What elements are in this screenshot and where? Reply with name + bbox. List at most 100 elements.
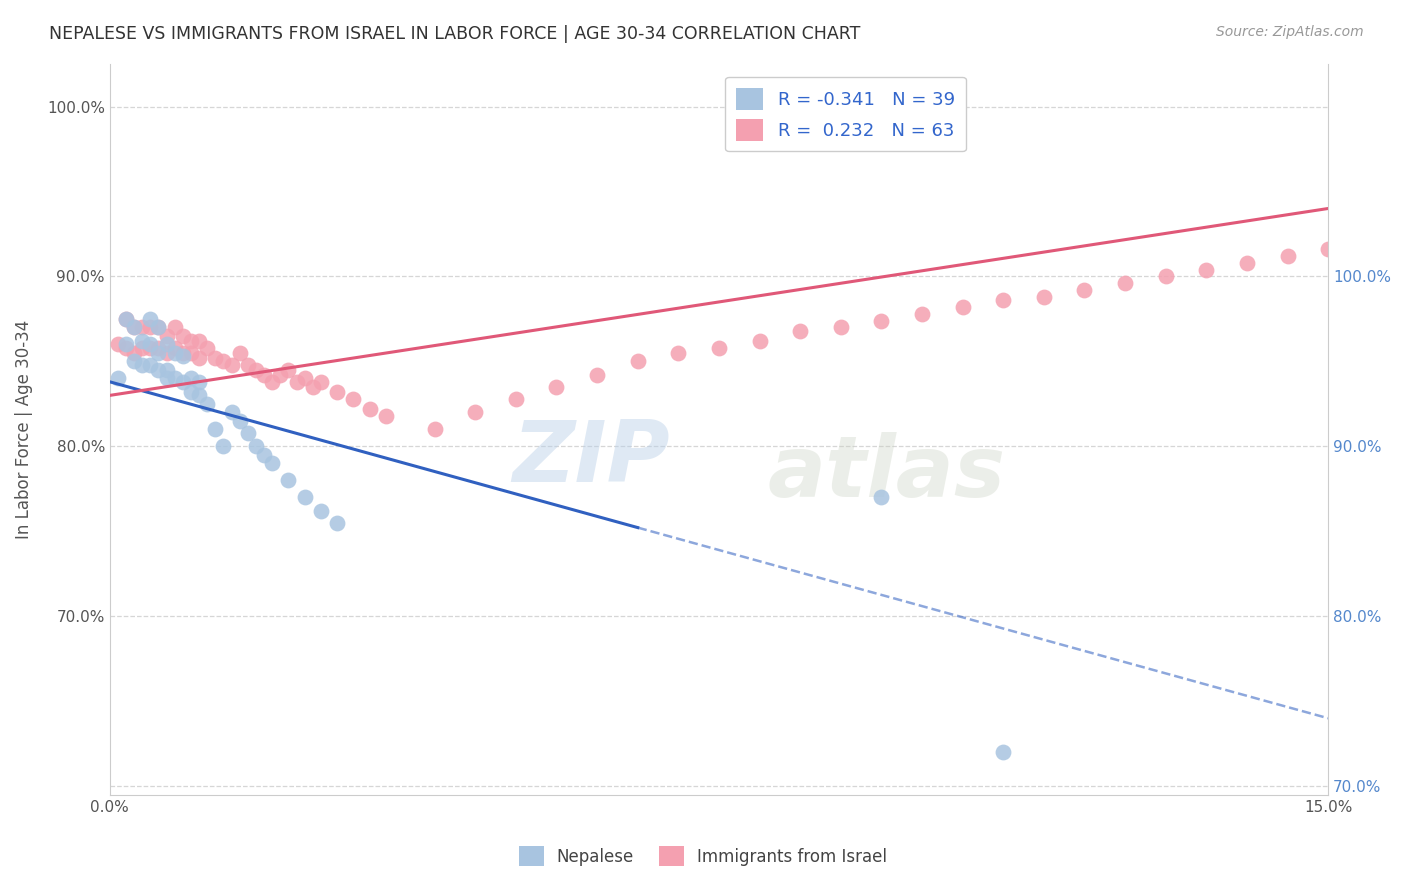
Point	[188, 351, 211, 365]
Point	[180, 371, 202, 385]
Point	[148, 341, 170, 355]
Point	[911, 307, 934, 321]
Point	[180, 346, 202, 360]
Point	[131, 320, 153, 334]
Point	[212, 439, 235, 453]
Point	[269, 368, 291, 382]
Point	[262, 456, 284, 470]
Point	[148, 320, 170, 334]
Point	[236, 358, 259, 372]
Point	[131, 341, 153, 355]
Point	[155, 363, 177, 377]
Point	[139, 358, 162, 372]
Text: atlas: atlas	[768, 432, 1005, 515]
Point	[122, 320, 145, 334]
Point	[131, 358, 153, 372]
Point	[155, 329, 177, 343]
Point	[505, 392, 527, 406]
Point	[1195, 262, 1218, 277]
Point	[359, 402, 381, 417]
Y-axis label: In Labor Force | Age 30-34: In Labor Force | Age 30-34	[15, 319, 32, 539]
Point	[148, 346, 170, 360]
Point	[285, 375, 308, 389]
Point	[993, 293, 1015, 308]
Point	[188, 375, 211, 389]
Point	[172, 346, 194, 360]
Point	[748, 334, 770, 348]
Point	[374, 409, 396, 423]
Point	[221, 405, 243, 419]
Point	[115, 312, 138, 326]
Point	[952, 300, 974, 314]
Point	[180, 334, 202, 348]
Text: NEPALESE VS IMMIGRANTS FROM ISRAEL IN LABOR FORCE | AGE 30-34 CORRELATION CHART: NEPALESE VS IMMIGRANTS FROM ISRAEL IN LA…	[49, 25, 860, 43]
Point	[204, 422, 226, 436]
Point	[172, 329, 194, 343]
Point	[1114, 277, 1136, 291]
Point	[122, 346, 145, 360]
Point	[115, 341, 138, 355]
Point	[188, 334, 211, 348]
Point	[172, 375, 194, 389]
Point	[172, 349, 194, 363]
Point	[163, 341, 186, 355]
Point	[1317, 242, 1340, 256]
Point	[107, 371, 129, 385]
Text: Source: ZipAtlas.com: Source: ZipAtlas.com	[1216, 25, 1364, 39]
Point	[870, 491, 893, 505]
Point	[342, 392, 364, 406]
Point	[245, 439, 267, 453]
Point	[163, 320, 186, 334]
Point	[228, 346, 250, 360]
Point	[107, 337, 129, 351]
Point	[221, 358, 243, 372]
Point	[309, 504, 332, 518]
Point	[309, 375, 332, 389]
Point	[212, 354, 235, 368]
Point	[253, 368, 276, 382]
Point	[326, 516, 349, 530]
Point	[139, 341, 162, 355]
Point	[262, 375, 284, 389]
Point	[666, 346, 689, 360]
Point	[586, 368, 609, 382]
Point	[423, 422, 446, 436]
Point	[236, 425, 259, 440]
Point	[707, 341, 730, 355]
Point	[195, 341, 218, 355]
Point	[155, 337, 177, 351]
Point	[131, 334, 153, 348]
Point	[326, 384, 349, 399]
Point	[122, 320, 145, 334]
Point	[122, 354, 145, 368]
Point	[163, 346, 186, 360]
Point	[294, 371, 316, 385]
Point	[139, 320, 162, 334]
Point	[546, 380, 568, 394]
Point	[830, 320, 852, 334]
Legend: Nepalese, Immigrants from Israel: Nepalese, Immigrants from Israel	[512, 839, 894, 873]
Point	[993, 745, 1015, 759]
Point	[627, 354, 650, 368]
Point	[245, 363, 267, 377]
Point	[1236, 256, 1258, 270]
Point	[1154, 269, 1177, 284]
Point	[1073, 283, 1095, 297]
Point	[155, 346, 177, 360]
Point	[253, 448, 276, 462]
Point	[789, 324, 811, 338]
Point	[301, 380, 323, 394]
Point	[277, 474, 299, 488]
Legend: R = -0.341   N = 39, R =  0.232   N = 63: R = -0.341 N = 39, R = 0.232 N = 63	[725, 77, 966, 152]
Point	[139, 337, 162, 351]
Point	[870, 313, 893, 327]
Point	[148, 363, 170, 377]
Point	[139, 312, 162, 326]
Point	[195, 397, 218, 411]
Point	[1277, 249, 1299, 263]
Point	[115, 337, 138, 351]
Point	[277, 363, 299, 377]
Point	[1032, 290, 1054, 304]
Point	[163, 371, 186, 385]
Point	[180, 384, 202, 399]
